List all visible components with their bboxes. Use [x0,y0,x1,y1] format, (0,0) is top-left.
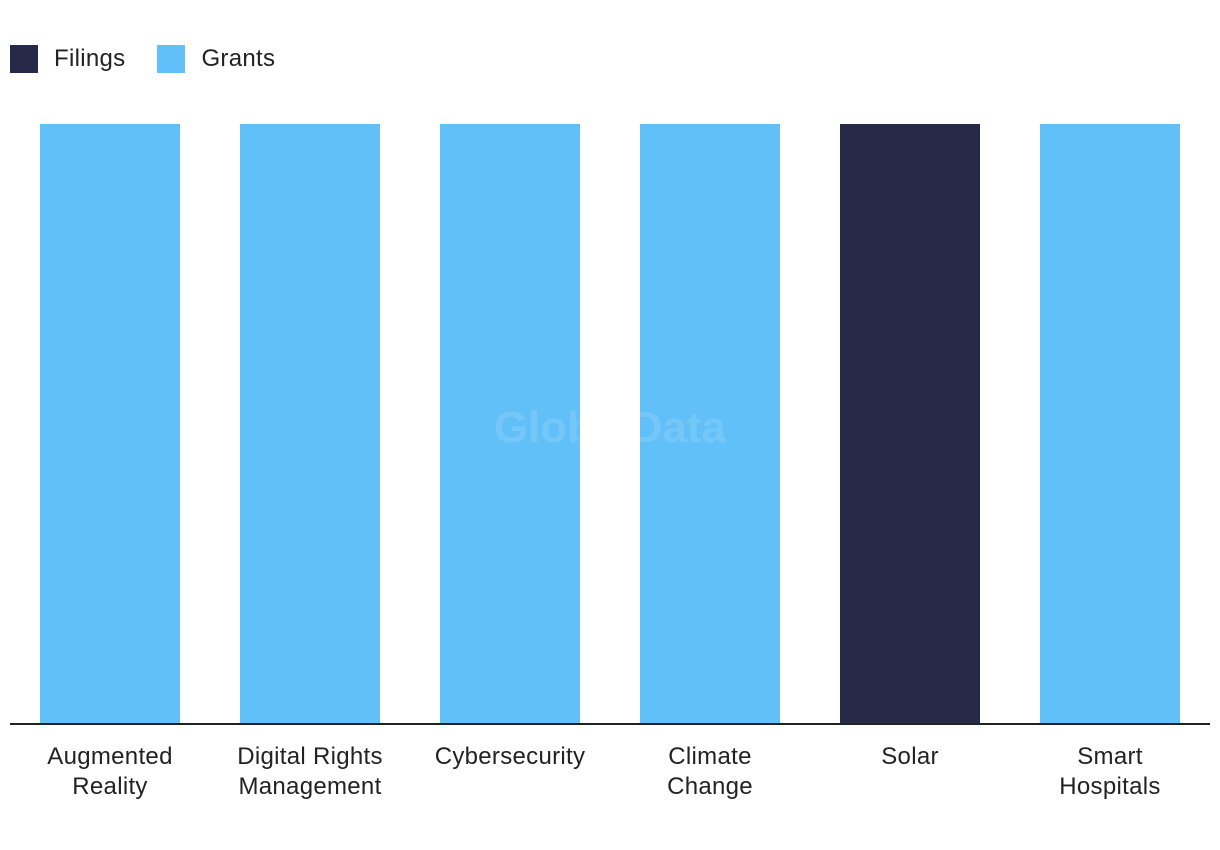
legend-label-filings: Filings [54,45,126,72]
x-tick-label-line: Change [667,773,753,800]
legend-swatch-grants [157,45,186,73]
legend-item-filings: Filings [10,45,125,73]
x-tick-label-3: Climate Change [667,743,753,800]
x-tick-label-0: Augmented Reality [47,743,172,800]
legend-swatch-filings [10,45,38,73]
x-tick-label-line: Solar [881,743,939,770]
x-tick-label-line: Smart [1077,743,1143,770]
x-tick-label-line: Cybersecurity [435,743,586,770]
bar-filings-4 [840,124,980,724]
x-tick-label-line: Climate [668,743,751,770]
legend-label-grants: Grants [201,45,276,72]
x-tick-label-4: Solar [881,743,939,770]
x-tick-label-line: Hospitals [1059,773,1160,800]
x-tick-label-line: Augmented [47,743,172,770]
bar-grants-0 [40,124,180,724]
bar-grants-2 [440,124,580,724]
legend-item-grants: Grants [157,45,275,73]
watermark: GlobalData [494,403,727,452]
x-tick-label-1: Digital Rights Management [237,743,383,800]
x-tick-label-line: Reality [72,773,147,800]
bar-grants-3 [640,124,780,724]
x-tick-label-line: Digital Rights [237,743,383,770]
x-tick-label-5: Smart Hospitals [1059,743,1160,800]
legend: Filings Grants [10,44,275,74]
x-tick-label-2: Cybersecurity [435,743,586,770]
bar-grants-5 [1040,124,1180,724]
bar-grants-1 [240,124,380,724]
x-tick-label-line: Management [238,773,381,800]
